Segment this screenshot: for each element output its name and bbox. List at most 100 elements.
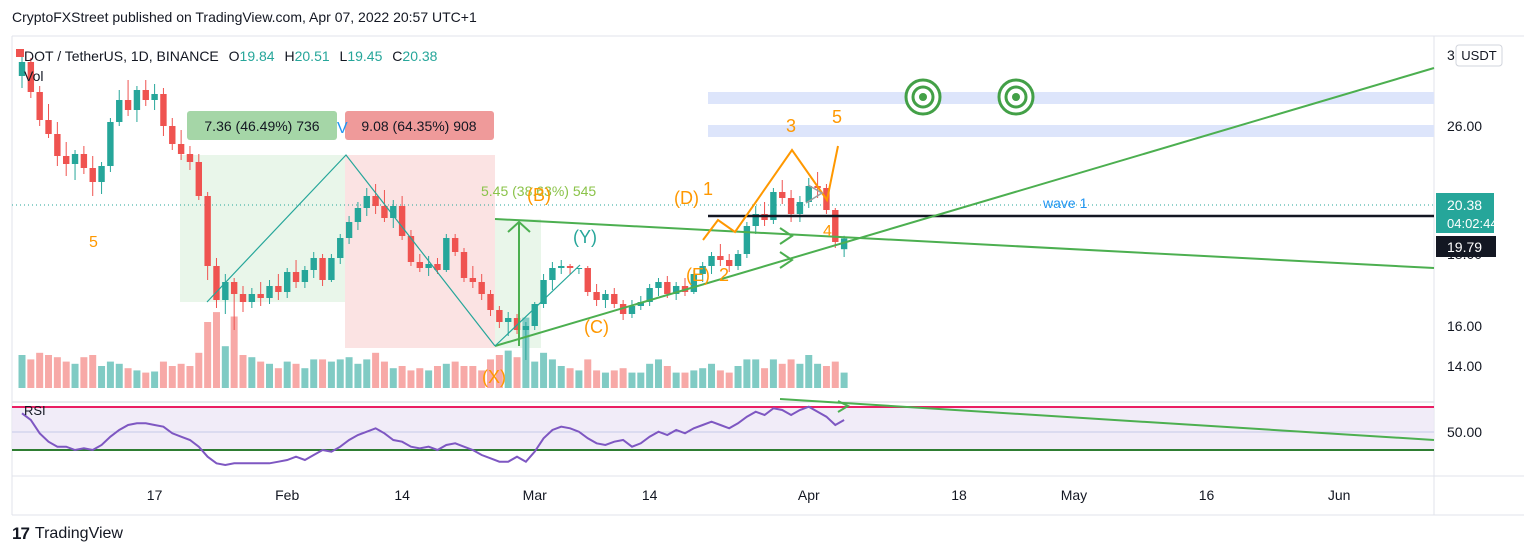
volume-bar: [274, 368, 282, 388]
wave-label-1: 1: [703, 179, 713, 199]
green-triangle-upper[interactable]: [494, 218, 1435, 269]
volume-bar: [89, 355, 97, 388]
volume-bar: [239, 355, 247, 388]
volume-bar: [540, 352, 548, 388]
volume-bar: [593, 370, 601, 388]
candle: [337, 234, 344, 264]
candle: [416, 254, 423, 272]
open-value: 19.84: [240, 48, 275, 64]
time-tick-label: Mar: [523, 487, 547, 503]
candle: [478, 274, 485, 300]
high-value: 20.51: [295, 48, 330, 64]
volume-bar: [45, 355, 53, 388]
volume-bar: [433, 366, 441, 388]
candle: [726, 254, 733, 272]
volume-bar: [725, 372, 733, 388]
volume-bar: [98, 366, 106, 388]
candle: [469, 266, 477, 288]
volume-bar: [619, 368, 627, 388]
candle: [319, 254, 326, 286]
volume-bar: [805, 355, 813, 388]
candle: [672, 282, 680, 300]
candle: [89, 156, 96, 196]
range-label-red: 9.08 (64.35%) 908: [361, 118, 476, 134]
volume-bar: [336, 359, 344, 388]
volume-bar: [310, 359, 318, 388]
volume-bar: [504, 350, 512, 388]
volume-bar: [787, 359, 795, 388]
symbol-name: DOT / TetherUS, 1D, BINANCE: [24, 48, 219, 64]
volume-bar: [319, 359, 327, 388]
candle: [363, 188, 370, 216]
volume-bar: [478, 370, 486, 388]
volume-bar: [557, 366, 565, 388]
candle: [292, 260, 300, 288]
candle: [699, 262, 706, 282]
volume-bar: [53, 357, 61, 388]
time-tick-label: 14: [642, 487, 658, 503]
candle: [107, 118, 114, 172]
price-tick-label: 26.00: [1447, 118, 1482, 134]
time-tick-label: 14: [394, 487, 410, 503]
volume-bar: [663, 366, 671, 388]
candle: [160, 88, 167, 136]
green-rising-trendline[interactable]: [494, 67, 1435, 347]
volume-bar: [831, 361, 839, 388]
candle: [27, 58, 35, 98]
close-value: 20.38: [402, 48, 437, 64]
candle: [619, 300, 627, 320]
candle: [487, 290, 494, 316]
volume-bar: [27, 359, 35, 388]
candle: [80, 146, 88, 174]
candle: [646, 284, 653, 306]
candle: [71, 150, 79, 180]
volume-bar: [71, 363, 79, 388]
candle: [779, 180, 786, 204]
last-price-value: 20.38: [1447, 197, 1482, 213]
candle: [284, 268, 291, 298]
candle: [558, 260, 565, 274]
currency-badge[interactable]: [1455, 44, 1503, 67]
volume-bar: [124, 368, 132, 388]
candle: [566, 264, 574, 274]
volume-bar: [761, 368, 769, 388]
volume-bar: [743, 359, 751, 388]
wave-label-C: (C): [584, 317, 609, 337]
candle: [734, 250, 742, 270]
candle: [186, 146, 194, 170]
volume-bar: [106, 361, 114, 388]
svg-text:DOT / TetherUS, 1D, BINANCE: DOT / TetherUS, 1D, BINANCE O19.84 H20.5…: [24, 48, 438, 64]
candle: [805, 178, 812, 208]
volume-bar: [672, 372, 680, 388]
candle: [513, 314, 521, 334]
volume-bar: [548, 359, 556, 388]
volume-bar: [601, 372, 609, 388]
volume-bar: [18, 355, 26, 388]
tradingview-logo[interactable]: 17 TradingView: [12, 524, 123, 544]
wave-label-E: (E): [686, 265, 710, 285]
rsi-axis-label: 50.00: [1447, 424, 1482, 440]
candle: [151, 84, 158, 110]
symbol-legend[interactable]: DOT / TetherUS, 1D, BINANCE O19.84 H20.5…: [16, 48, 438, 84]
volume-bar: [248, 357, 256, 388]
candle: [531, 302, 538, 330]
candle: [743, 222, 751, 258]
chevron-right-2: [779, 251, 794, 269]
volume-bar: [416, 368, 424, 388]
volume-bar: [769, 359, 777, 388]
candle: [602, 290, 609, 308]
candle: [840, 235, 848, 257]
candle: [655, 278, 662, 296]
wave-label-5: 5: [832, 107, 842, 127]
volume-bar: [195, 352, 203, 388]
candle: [443, 234, 450, 272]
candle: [142, 80, 149, 106]
volume-bar: [716, 370, 724, 388]
candle: [301, 266, 309, 288]
volume-bar: [646, 363, 654, 388]
volume-bar: [257, 361, 265, 388]
grey-correction: [805, 184, 824, 204]
volume-bar: [230, 316, 238, 388]
wave-label-Y: (Y): [573, 227, 597, 247]
